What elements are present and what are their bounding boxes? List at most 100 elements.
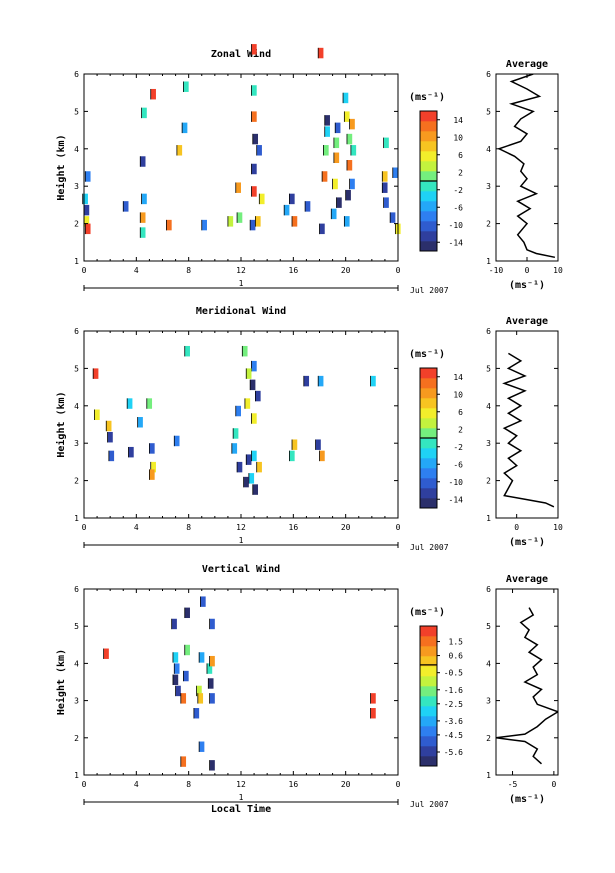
data-cell [349, 118, 355, 130]
y-tick-label: 5 [74, 622, 79, 631]
x-axis-label: Local Time [211, 803, 271, 815]
colorbar-swatch [420, 378, 437, 389]
x-tick-label: 0 [396, 266, 401, 275]
data-cell [146, 398, 153, 409]
data-cell [84, 204, 90, 216]
x-tick-label: 16 [289, 523, 299, 532]
y-tick-label: 3 [74, 439, 79, 448]
data-cell [209, 760, 215, 771]
colorbar-swatch [420, 448, 437, 459]
x-tick-label: 12 [236, 780, 246, 789]
colorbar-unit: (ms⁻¹) [409, 607, 445, 618]
data-cell [140, 227, 146, 238]
data-cell [199, 741, 205, 752]
colorbar-swatch [420, 458, 437, 469]
y-tick-label: 1 [74, 257, 79, 266]
average-y-tick-label: 1 [486, 771, 491, 780]
plot-frame [83, 588, 399, 776]
colorbar-tick-label: -10 [449, 478, 464, 487]
data-cell [250, 379, 256, 391]
average-y-tick-label: 1 [486, 514, 491, 523]
average-x-label: (ms⁻¹) [509, 794, 545, 805]
x-tick-label: 8 [186, 266, 191, 275]
data-cell [370, 375, 376, 387]
colorbar-swatch [420, 706, 437, 717]
data-cell [199, 652, 205, 663]
plot-frame [83, 330, 399, 519]
data-cell [252, 484, 259, 495]
data-cell [174, 435, 180, 447]
colorbar-tick-label: 0.6 [449, 652, 464, 661]
average-y-tick-label: 4 [486, 659, 491, 668]
data-cell [250, 219, 256, 231]
colorbar-tick-label: -2 [453, 186, 463, 195]
data-cell [183, 81, 189, 92]
colorbar-tick-label: -3.6 [444, 717, 463, 726]
colorbar-tick-label: -0.5 [444, 669, 463, 678]
colorbar-tick-label: 6 [458, 151, 463, 160]
colorbar-swatch [420, 626, 437, 637]
data-cell [370, 693, 376, 704]
average-y-tick-label: 4 [486, 145, 491, 154]
data-cell [209, 655, 215, 667]
colorbar-swatch [420, 656, 437, 667]
colorbar-frame [419, 625, 438, 767]
data-cell [128, 446, 134, 458]
x-tick-label: 0 [396, 523, 401, 532]
data-cell [140, 156, 146, 167]
data-cell [176, 145, 183, 156]
data-cell [127, 398, 133, 409]
average-title: Average [506, 316, 548, 327]
data-cell [259, 193, 265, 205]
average-y-tick-label: 1 [486, 257, 491, 266]
y-tick-label: 1 [74, 771, 79, 780]
data-cell [107, 431, 113, 443]
data-cell [172, 674, 179, 685]
y-tick-label: 5 [74, 364, 79, 373]
y-tick-label: 6 [74, 585, 79, 594]
data-cell [246, 368, 252, 379]
data-cell [383, 137, 389, 149]
x-tick-label: 12 [236, 266, 246, 275]
data-cell [349, 178, 355, 190]
data-cell [255, 216, 261, 227]
data-cell [243, 476, 249, 488]
data-cell [85, 171, 91, 182]
data-cell [289, 450, 295, 462]
date-label: Jul 2007 [410, 543, 449, 552]
x-tick-label: 16 [289, 780, 299, 789]
average-y-tick-label: 6 [486, 585, 491, 594]
data-cell [201, 219, 207, 231]
colorbar-swatch [420, 211, 437, 222]
colorbar-swatch [420, 151, 437, 162]
data-cell [315, 439, 321, 450]
average-x-tick-label: -5 [508, 780, 518, 789]
x-tick-label: 20 [341, 780, 351, 789]
average-y-tick-label: 5 [486, 364, 491, 373]
colorbar-tick-label: -10 [449, 221, 464, 230]
data-cell [246, 454, 252, 465]
data-cell [227, 216, 234, 227]
average-x-tick-label: 0 [551, 780, 556, 789]
average-x-tick-label: -10 [489, 266, 504, 275]
data-cell [141, 107, 147, 119]
average-y-tick-label: 6 [486, 70, 491, 79]
average-y-tick-label: 4 [486, 402, 491, 411]
data-cell [392, 167, 398, 178]
x-tick-label: 12 [236, 523, 246, 532]
colorbar-swatch [420, 171, 437, 182]
colorbar-swatch [420, 498, 437, 509]
colorbar-tick-label: -1.6 [444, 686, 463, 695]
data-cell [383, 197, 389, 208]
colorbar-swatch [420, 388, 437, 399]
colorbar-swatch [420, 438, 437, 449]
data-cell [137, 417, 143, 428]
data-cell [180, 693, 187, 704]
data-cell [390, 212, 396, 223]
data-cell [180, 756, 187, 767]
colorbar-swatch [420, 201, 437, 212]
data-cell [174, 663, 180, 674]
data-cell [256, 461, 262, 473]
average-y-tick-label: 2 [486, 220, 491, 229]
